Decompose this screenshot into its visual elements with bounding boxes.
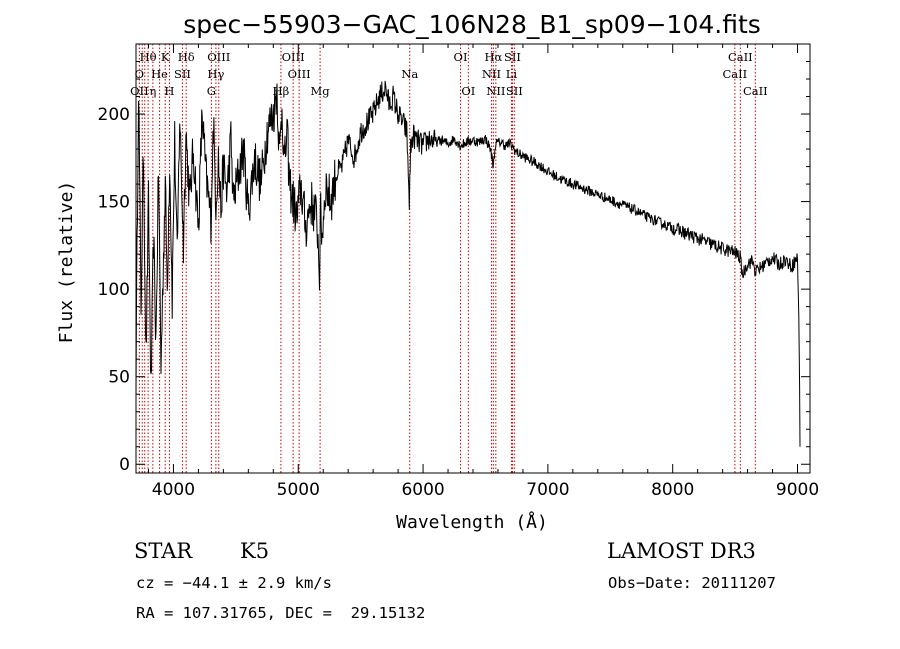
x-tick-label-3: 7000 bbox=[526, 480, 569, 500]
spectrum-series bbox=[135, 80, 801, 447]
y-tick-label-4: 200 bbox=[98, 105, 130, 125]
line-label-11: SII bbox=[174, 67, 191, 81]
spectral-line-markers bbox=[138, 44, 756, 473]
line-label-14: Na bbox=[401, 67, 418, 81]
line-label-8: CaII bbox=[728, 50, 753, 64]
x-axis-label: Wavelength (Å) bbox=[396, 511, 548, 533]
line-label-9: O bbox=[135, 67, 144, 81]
line-label-24: OI bbox=[461, 84, 475, 98]
line-label-25: NII bbox=[486, 84, 505, 98]
line-label-6: Hα bbox=[484, 50, 502, 64]
object-type: STAR bbox=[134, 539, 193, 563]
x-tick-label-5: 9000 bbox=[776, 480, 819, 500]
line-label-15: NII bbox=[482, 67, 501, 81]
line-label-12: Hγ bbox=[207, 67, 224, 81]
y-tick-label-1: 50 bbox=[108, 368, 130, 388]
line-label-20: H bbox=[164, 84, 174, 98]
line-label-16: Li bbox=[506, 67, 518, 81]
spectrum-line bbox=[135, 80, 801, 447]
line-label-13: OIII bbox=[288, 67, 311, 81]
line-label-26: SII bbox=[506, 84, 523, 98]
x-tick-label-0: 4000 bbox=[152, 480, 195, 500]
plot-frame bbox=[135, 43, 811, 474]
x-tick-label-2: 6000 bbox=[401, 480, 444, 500]
line-label-3: OIII bbox=[207, 50, 230, 64]
line-label-23: Mg bbox=[311, 84, 331, 98]
line-label-10: He bbox=[151, 67, 168, 81]
observation-date: Obs−Date: 20111207 bbox=[608, 574, 776, 592]
survey-name: LAMOST DR3 bbox=[607, 539, 756, 563]
line-label-18: OII bbox=[130, 84, 149, 98]
x-tick-label-1: 5000 bbox=[277, 480, 320, 500]
y-axis-label: Flux (relative) bbox=[56, 181, 77, 344]
ra-dec-coordinates: RA = 107.31765, DEC = 29.15132 bbox=[136, 604, 426, 622]
line-label-2: Hδ bbox=[178, 50, 195, 64]
line-label-4: OIII bbox=[282, 50, 305, 64]
object-subclass: K5 bbox=[240, 539, 270, 563]
line-label-1: K bbox=[161, 50, 170, 64]
y-tick-label-3: 150 bbox=[98, 193, 130, 213]
y-tick-label-0: 0 bbox=[119, 455, 130, 475]
line-label-17: CaII bbox=[722, 67, 747, 81]
axis-ticks: 4000 5000 6000 7000 8000 9000 0 50 100 150 200 bbox=[98, 44, 819, 500]
line-label-0: Hθ bbox=[140, 50, 157, 64]
y-tick-label-2: 100 bbox=[98, 280, 130, 300]
line-label-7: SII bbox=[504, 50, 521, 64]
x-tick-label-4: 8000 bbox=[651, 480, 694, 500]
line-label-27: CaII bbox=[743, 84, 768, 98]
line-label-19: η bbox=[149, 84, 156, 98]
chart-title: spec−55903−GAC_106N28_B1_sp09−104.fits bbox=[183, 10, 761, 39]
line-label-5: OI bbox=[454, 50, 468, 64]
redshift-velocity: cz = −44.1 ± 2.9 km/s bbox=[136, 574, 332, 592]
line-label-21: G bbox=[207, 84, 216, 98]
